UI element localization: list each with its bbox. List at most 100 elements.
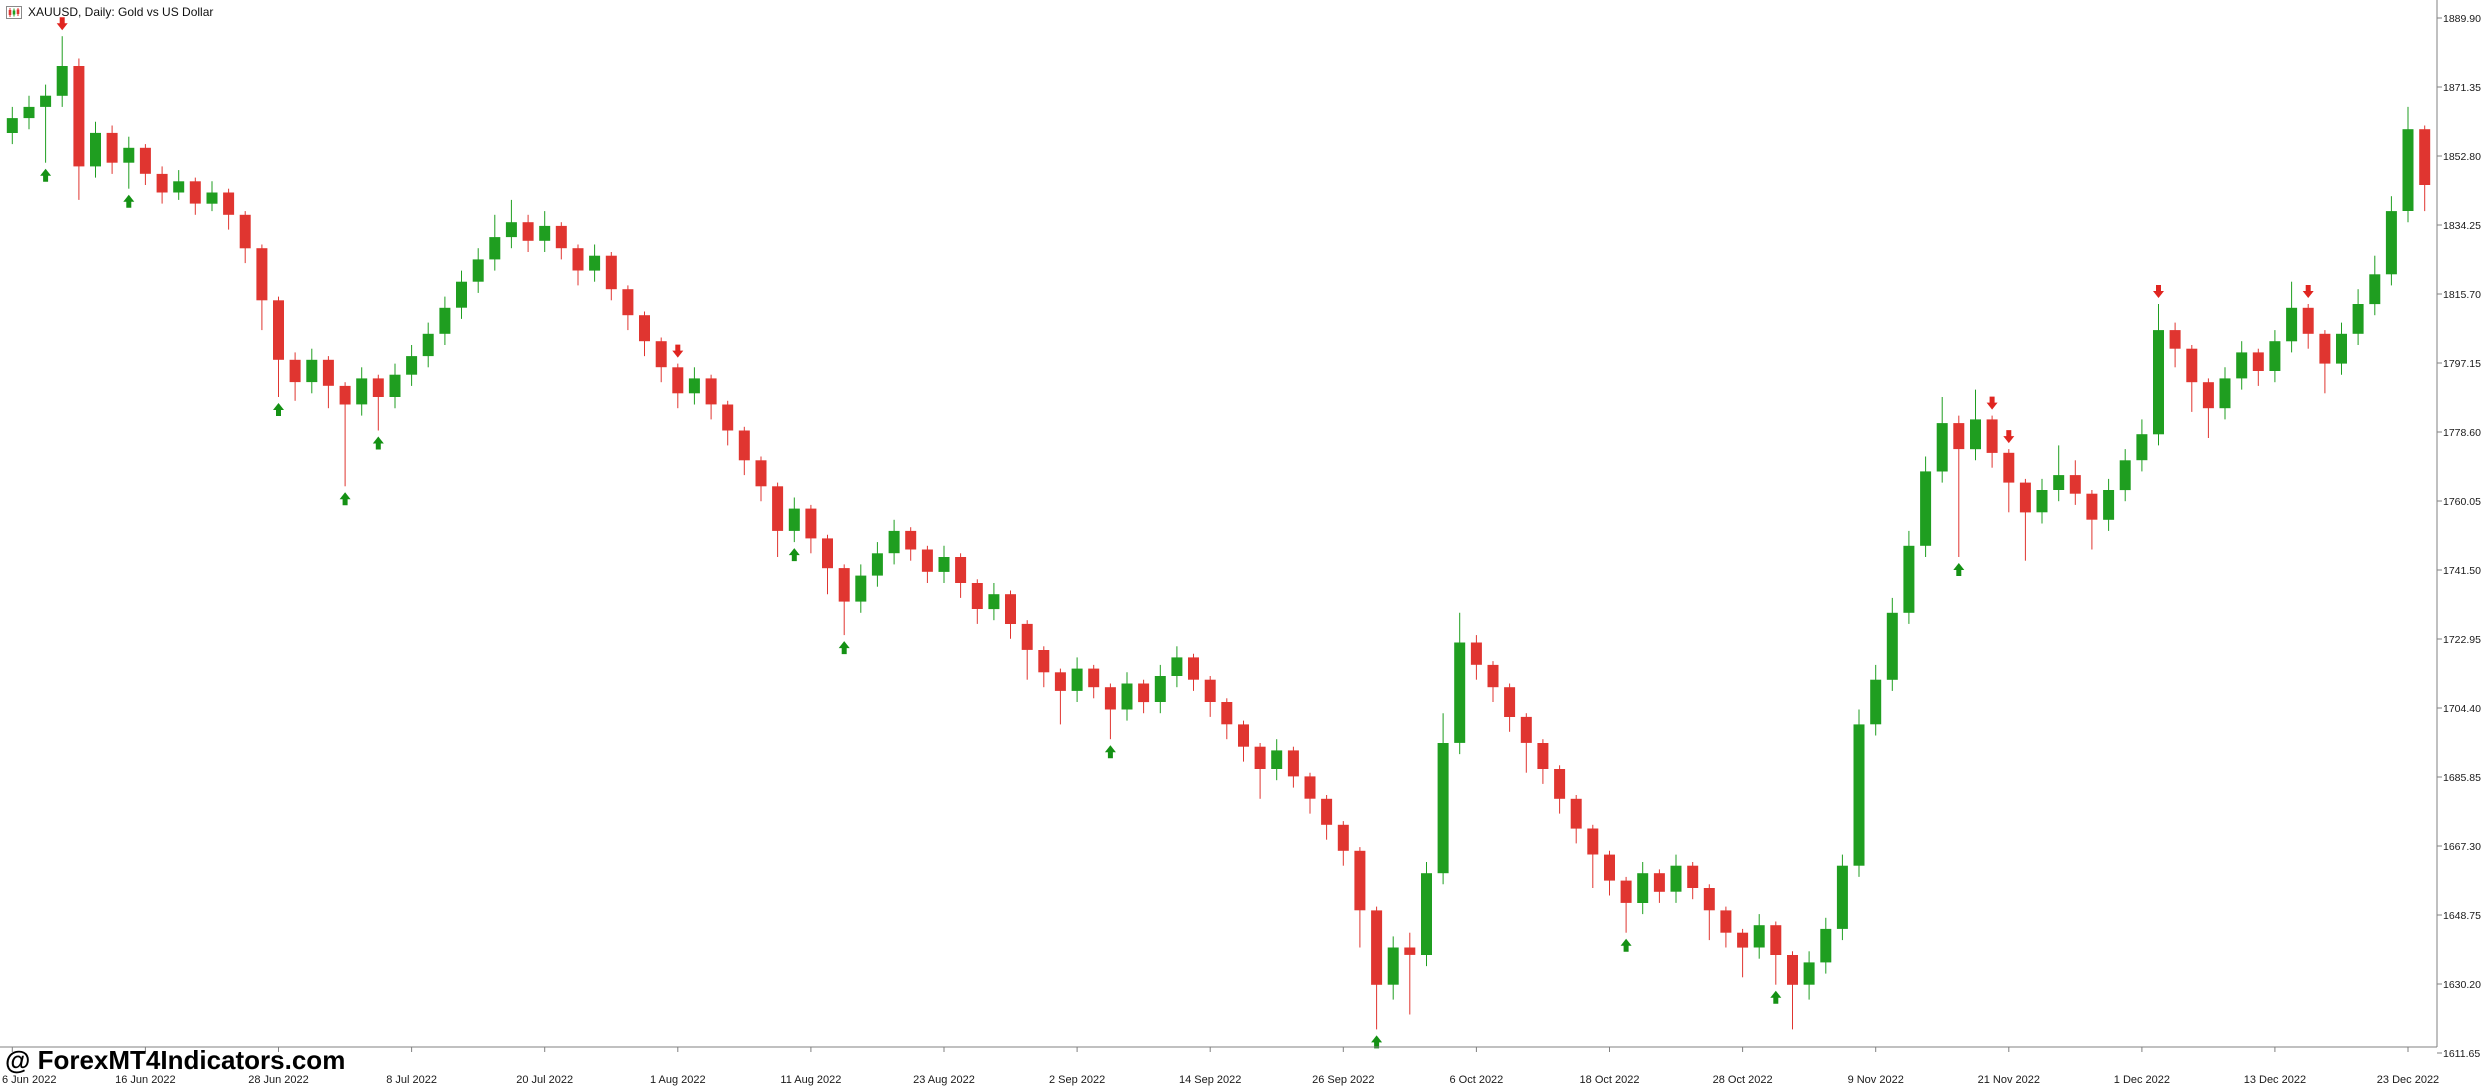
candle xyxy=(406,345,418,386)
candle xyxy=(505,199,517,249)
time-axis-label: 28 Oct 2022 xyxy=(1713,1074,1773,1086)
candle xyxy=(805,504,817,554)
candle xyxy=(106,125,118,174)
price-axis-label: 1889.90 xyxy=(2443,13,2481,25)
candle xyxy=(1287,746,1299,788)
buy-arrow-icon xyxy=(1371,1035,1383,1049)
candle xyxy=(605,252,617,301)
time-axis[interactable]: 6 Jun 2022 16 Jun 2022 28 Jun 2022 8 Jul 20… xyxy=(0,1046,2439,1086)
candle xyxy=(2302,304,2314,349)
candle xyxy=(1953,415,1965,557)
buy-arrow-icon xyxy=(838,641,850,655)
candle xyxy=(1487,661,1499,702)
candle xyxy=(921,545,933,583)
candle xyxy=(1188,653,1199,691)
candle xyxy=(1554,765,1566,814)
candle xyxy=(1986,415,1998,468)
price-axis-label: 1630.20 xyxy=(2443,979,2481,991)
candle xyxy=(639,311,650,357)
candle xyxy=(306,348,318,394)
watermark: @ ForexMT4Indicators.com xyxy=(5,1045,346,1075)
candle xyxy=(1387,936,1399,1000)
candle xyxy=(256,244,268,331)
candle xyxy=(2119,449,2131,502)
candle xyxy=(2286,281,2298,353)
candle xyxy=(456,270,467,319)
price-axis-label: 1852.80 xyxy=(2443,151,2481,163)
time-axis-label: 9 Nov 2022 xyxy=(1848,1074,1904,1086)
candle xyxy=(1670,854,1682,903)
candle xyxy=(189,177,201,215)
candle xyxy=(1337,821,1349,866)
candle xyxy=(672,363,684,409)
candle xyxy=(1620,876,1632,933)
candle xyxy=(1836,854,1848,941)
time-axis-label: 18 Oct 2022 xyxy=(1580,1074,1640,1086)
price-axis-label: 1741.50 xyxy=(2443,565,2481,577)
candle xyxy=(1470,635,1482,680)
candle xyxy=(1803,951,1815,1000)
candle xyxy=(1271,739,1283,781)
price-axis-label: 1648.75 xyxy=(2443,910,2481,922)
sell-arrow-icon xyxy=(2003,430,2015,444)
candle xyxy=(1637,862,1649,915)
candle xyxy=(1936,397,1948,483)
candle xyxy=(905,527,917,561)
chart-title: XAUUSD, Daily: Gold vs US Dollar xyxy=(6,5,213,19)
sell-arrow-icon xyxy=(1986,396,1998,410)
buy-arrow-icon xyxy=(1953,563,1965,576)
candle xyxy=(2252,348,2264,386)
candle xyxy=(855,564,867,613)
candle xyxy=(223,188,235,230)
candle xyxy=(871,542,883,587)
candle xyxy=(738,426,750,476)
candle xyxy=(1687,862,1699,900)
price-axis-label: 1778.60 xyxy=(2443,427,2481,439)
candle xyxy=(1720,906,1732,948)
candle xyxy=(955,553,967,598)
time-axis-label: 2 Sep 2022 xyxy=(1049,1074,1105,1086)
price-axis-label: 1685.85 xyxy=(2443,772,2481,784)
candle xyxy=(2269,330,2281,383)
candle xyxy=(722,400,734,446)
candle xyxy=(1520,713,1532,773)
time-axis-label: 11 Aug 2022 xyxy=(780,1074,841,1086)
candle xyxy=(206,181,218,212)
time-axis-label: 23 Dec 2022 xyxy=(2377,1074,2439,1086)
candle xyxy=(1504,683,1516,732)
candle xyxy=(1753,914,1765,959)
price-axis[interactable]: 1889.90 1871.35 1852.80 1834.25 1815.70 1797.… xyxy=(2436,0,2481,1060)
candle xyxy=(1437,713,1449,885)
candle xyxy=(356,367,368,416)
price-axis-label: 1722.95 xyxy=(2443,634,2481,646)
candle xyxy=(239,211,251,264)
candle xyxy=(139,144,151,185)
candle xyxy=(1304,772,1316,814)
time-axis-label: 16 Jun 2022 xyxy=(115,1074,176,1086)
candle xyxy=(2319,330,2331,394)
price-axis-label: 1871.35 xyxy=(2443,82,2481,94)
candle xyxy=(1604,850,1615,896)
candle xyxy=(372,374,384,431)
candle xyxy=(788,497,800,543)
buy-arrow-icon xyxy=(788,548,800,562)
candle xyxy=(1970,389,1981,461)
candle xyxy=(1121,672,1133,721)
candle xyxy=(322,356,334,409)
candle xyxy=(1653,869,1665,903)
candle xyxy=(1903,530,1915,624)
candle xyxy=(273,296,284,397)
buy-arrow-icon xyxy=(1620,938,1632,952)
time-axis-label: 23 Aug 2022 xyxy=(913,1074,975,1086)
candle xyxy=(2336,322,2347,375)
candle xyxy=(838,564,850,636)
candle xyxy=(2419,125,2431,212)
candle xyxy=(90,121,101,178)
candle xyxy=(472,248,484,293)
candle xyxy=(289,352,301,401)
time-axis-label: 6 Jun 2022 xyxy=(2,1074,56,1086)
price-axis-label: 1815.70 xyxy=(2443,289,2481,301)
candle xyxy=(1054,668,1066,725)
candle xyxy=(1221,698,1233,740)
